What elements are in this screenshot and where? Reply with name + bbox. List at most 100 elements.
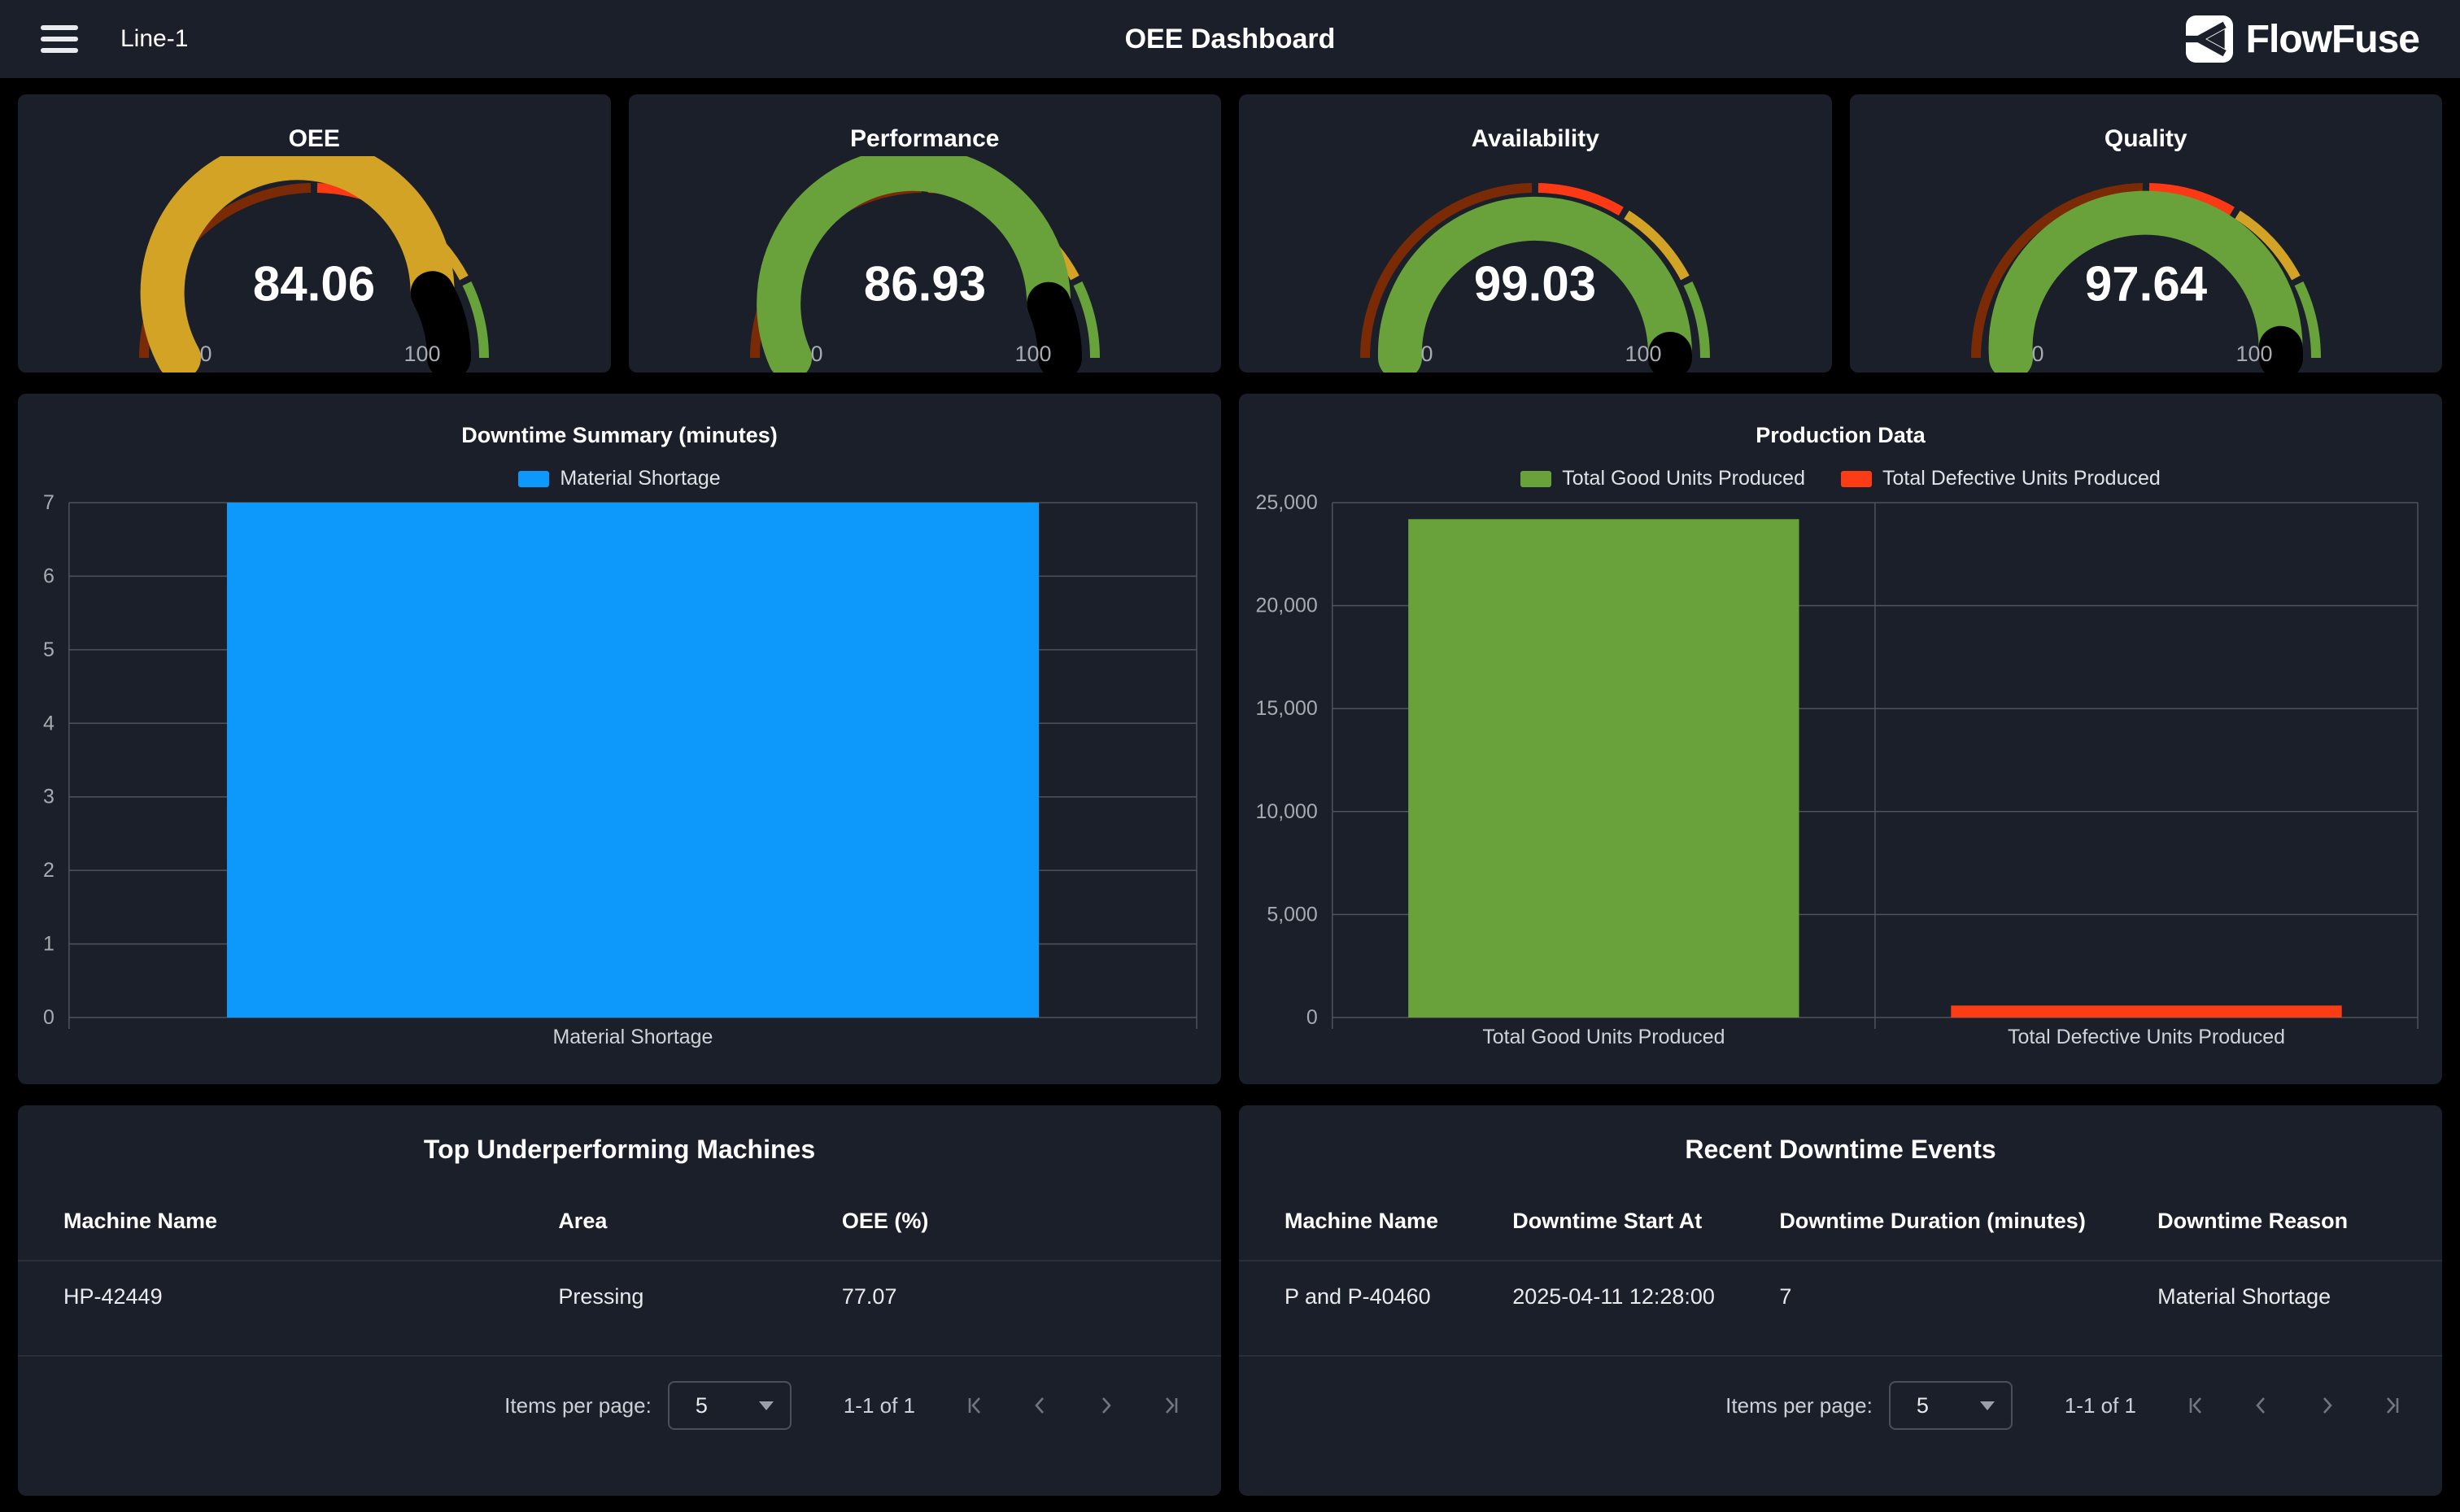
items-per-page-value: 5	[1917, 1393, 1929, 1418]
chevron-down-icon	[1980, 1401, 1995, 1410]
first-page-icon[interactable]	[962, 1392, 988, 1418]
table-pagination: Items per page: 5 1-1 of 1	[1239, 1357, 2442, 1454]
pagination-controls	[2183, 1392, 2405, 1418]
items-per-page-select[interactable]: 5	[668, 1381, 792, 1430]
items-per-page-select[interactable]: 5	[1889, 1381, 2013, 1430]
gauge-max-label: 100	[404, 342, 441, 366]
pagination-range-label: 1-1 of 1	[844, 1393, 915, 1418]
previous-page-icon[interactable]	[1027, 1392, 1053, 1418]
svg-text:0: 0	[1306, 1006, 1318, 1029]
pagination-controls	[962, 1392, 1184, 1418]
chart-card-downtime-summary-minutes: Downtime Summary (minutes) Material Shor…	[18, 394, 1221, 1084]
gauge-max-label: 100	[1014, 342, 1051, 366]
table-title: Recent Downtime Events	[1239, 1135, 2442, 1164]
svg-text:0: 0	[43, 1006, 55, 1029]
gauge-row: OEE 84.06 0 100 Performance 86.93 0 100 …	[18, 94, 2442, 373]
column-header-oee: OEE (%)	[842, 1209, 1175, 1234]
next-page-icon[interactable]	[1093, 1392, 1119, 1418]
chart-title: Production Data	[1756, 423, 1926, 447]
table-card-top-underperforming-machines: Top Underperforming Machines Machine Nam…	[18, 1105, 1221, 1496]
column-header-machine-name: Machine Name	[63, 1209, 558, 1234]
chart-row: Downtime Summary (minutes) Material Shor…	[18, 394, 2442, 1084]
last-page-icon[interactable]	[1158, 1392, 1184, 1418]
x-axis-category-label: Total Good Units Produced	[1482, 1026, 1725, 1048]
gauge-oee: 84.06 0 100	[19, 156, 609, 373]
svg-text:5,000: 5,000	[1267, 903, 1317, 926]
gauge-title: Performance	[850, 125, 999, 153]
gauge-quality: 97.64 0 100	[1851, 156, 2441, 373]
table-cell: 7	[1779, 1284, 2157, 1309]
gauge-value-label: 99.03	[1474, 257, 1596, 312]
gauge-min-label: 0	[1421, 342, 1433, 366]
gauge-card-oee: OEE 84.06 0 100	[18, 94, 611, 373]
svg-text:2: 2	[43, 859, 55, 882]
dashboard-title: OEE Dashboard	[1125, 24, 1336, 55]
brand-name: FlowFuse	[2246, 17, 2419, 62]
gauge-card-quality: Quality 97.64 0 100	[1850, 94, 2443, 373]
gauge-max-label: 100	[2235, 342, 2272, 366]
chart-card-production-data: Production Data Total Good Units Produce…	[1239, 394, 2442, 1084]
column-header-machine-name: Machine Name	[1285, 1209, 1512, 1234]
column-header-downtime-duration-minutes: Downtime Duration (minutes)	[1779, 1209, 2157, 1234]
table-cell: HP-42449	[63, 1284, 558, 1309]
gauge-availability: 99.03 0 100	[1240, 156, 1830, 373]
chevron-down-icon	[759, 1401, 774, 1410]
items-per-page-value: 5	[696, 1393, 708, 1418]
svg-text:6: 6	[43, 564, 55, 587]
table-row-section: Top Underperforming Machines Machine Nam…	[18, 1105, 2442, 1496]
column-header-area: Area	[558, 1209, 842, 1234]
items-per-page-label: Items per page:	[1725, 1393, 1873, 1418]
gauge-card-performance: Performance 86.93 0 100	[629, 94, 1222, 373]
gauge-performance: 86.93 0 100	[630, 156, 1220, 373]
gauge-value-label: 84.06	[253, 257, 375, 312]
column-header-downtime-start-at: Downtime Start At	[1512, 1209, 1779, 1234]
table-cell: Pressing	[558, 1284, 842, 1309]
gauge-min-label: 0	[810, 342, 822, 366]
gauge-card-availability: Availability 99.03 0 100	[1239, 94, 1832, 373]
previous-page-icon[interactable]	[2248, 1392, 2275, 1418]
menu-icon[interactable]	[41, 25, 78, 53]
gauge-value-label: 86.93	[864, 257, 986, 312]
svg-text:3: 3	[43, 786, 55, 808]
next-page-icon[interactable]	[2314, 1392, 2340, 1418]
gauge-title: Quality	[2105, 125, 2187, 153]
items-per-page-label: Items per page:	[504, 1393, 652, 1418]
x-axis-category-label: Material Shortage	[553, 1026, 713, 1048]
gauge-min-label: 0	[200, 342, 212, 366]
svg-text:15,000: 15,000	[1256, 697, 1318, 720]
table-cell: 77.07	[842, 1284, 1175, 1309]
chart-plot-production-data: 0 5,000 10,000 15,000 20,000 25,000 Total Good…	[1239, 483, 2442, 1084]
gauge-value-label: 97.64	[2085, 257, 2208, 312]
svg-text:1: 1	[43, 933, 55, 956]
gauge-title: OEE	[289, 125, 340, 153]
x-axis-category-label: Total Defective Units Produced	[2008, 1026, 2285, 1048]
svg-text:7: 7	[43, 491, 55, 514]
svg-text:5: 5	[43, 638, 55, 661]
table-pagination: Items per page: 5 1-1 of 1	[18, 1357, 1221, 1454]
svg-text:20,000: 20,000	[1256, 595, 1318, 617]
svg-text:25,000: 25,000	[1256, 491, 1318, 514]
gauge-title: Availability	[1472, 125, 1599, 153]
table-cell: P and P-40460	[1285, 1284, 1512, 1309]
pagination-range-label: 1-1 of 1	[2065, 1393, 2136, 1418]
bar-total-defective-units-produced	[1951, 1005, 2341, 1017]
bar-total-good-units-produced	[1408, 519, 1799, 1017]
gauge-min-label: 0	[2031, 342, 2043, 366]
table-title: Top Underperforming Machines	[18, 1135, 1221, 1164]
first-page-icon[interactable]	[2183, 1392, 2209, 1418]
page-name: Line-1	[120, 25, 188, 53]
table-cell: Material Shortage	[2157, 1284, 2397, 1309]
chart-title: Downtime Summary (minutes)	[461, 423, 778, 447]
svg-text:10,000: 10,000	[1256, 800, 1318, 823]
dashboard-body: OEE 84.06 0 100 Performance 86.93 0 100 …	[0, 78, 2460, 1512]
flowfuse-logo-icon	[2186, 15, 2233, 63]
table-cell: 2025-04-11 12:28:00	[1512, 1284, 1779, 1309]
last-page-icon[interactable]	[2379, 1392, 2405, 1418]
bar-material-shortage	[227, 503, 1039, 1017]
